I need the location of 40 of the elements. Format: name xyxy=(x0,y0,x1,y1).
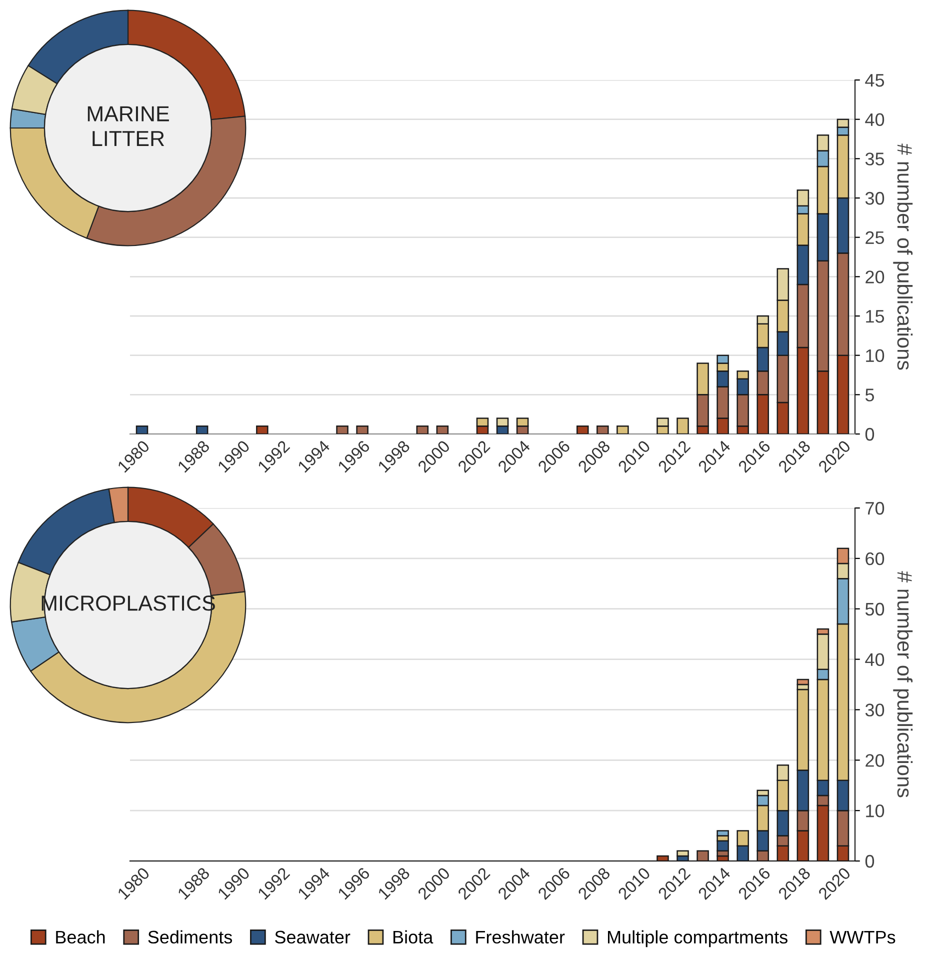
bar xyxy=(196,426,208,434)
bar xyxy=(596,426,609,434)
bar xyxy=(676,418,689,434)
bar xyxy=(356,426,368,434)
bar xyxy=(256,426,268,434)
legend-label: WWTPs xyxy=(830,930,896,944)
y-tick-label: 70 xyxy=(866,502,884,515)
bar xyxy=(336,426,348,434)
y-tick-label: 10 xyxy=(866,804,884,818)
y-tick-label: 45 xyxy=(865,74,884,87)
y-axis-title: # number of publications xyxy=(893,571,913,798)
y-axis-title: # number of publications xyxy=(893,144,913,370)
y-tick-label: 40 xyxy=(865,113,884,126)
y-tick-label: 20 xyxy=(866,754,884,767)
y-tick-label: 30 xyxy=(865,192,884,205)
y-tick-label: 15 xyxy=(866,310,884,323)
y-tick-label: 30 xyxy=(865,704,884,716)
bar xyxy=(616,426,629,434)
bar xyxy=(136,426,148,434)
bar xyxy=(416,426,429,434)
legend-label: Seawater xyxy=(275,930,350,944)
legend-label: Beach xyxy=(56,930,105,944)
y-tick-label: 25 xyxy=(866,231,884,244)
legend-label: Multiple compartments xyxy=(608,930,788,948)
bar xyxy=(676,850,689,857)
y-tick-label: 35 xyxy=(865,152,884,166)
y-tick-label: 10 xyxy=(866,349,884,362)
y-tick-label: 5 xyxy=(865,388,874,402)
legend-label: Freshwater xyxy=(476,930,565,944)
y-tick-label: 20 xyxy=(866,270,884,284)
y-tick-label: 0 xyxy=(865,428,874,441)
bar xyxy=(576,426,589,434)
legend-label: Biota xyxy=(393,930,434,944)
y-tick-label: 0 xyxy=(865,854,874,868)
y-tick-label: 60 xyxy=(866,552,884,566)
y-tick-label: 50 xyxy=(865,602,884,616)
y-tick-label: 40 xyxy=(865,653,884,666)
text: MARINE LITTER xyxy=(88,106,169,146)
legend-label: Sediments xyxy=(148,930,232,944)
bar xyxy=(436,426,449,434)
